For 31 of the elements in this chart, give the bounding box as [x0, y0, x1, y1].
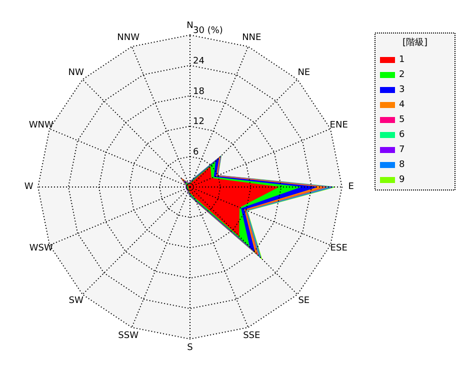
- spoke-label: WSW: [29, 244, 53, 254]
- legend-label: 7: [399, 145, 405, 155]
- y-tick-label: 30 (%): [193, 26, 223, 36]
- y-tick-label: 18: [193, 86, 205, 97]
- spoke-label: NW: [68, 68, 84, 78]
- legend-label: 2: [399, 70, 405, 80]
- spoke-label: NE: [298, 68, 310, 78]
- spoke-label: SSE: [243, 330, 261, 341]
- legend-label: 1: [399, 55, 405, 65]
- y-tick-label: 24: [193, 56, 205, 66]
- legend-label: 5: [399, 115, 405, 125]
- y-tick-label: 6: [193, 148, 199, 158]
- legend-label: 9: [399, 175, 405, 185]
- legend-label: 4: [399, 100, 405, 110]
- spoke-label: SW: [68, 296, 84, 306]
- legend-title: [階級]: [402, 37, 428, 48]
- y-tick-label: 12: [193, 117, 204, 128]
- spoke-label: W: [24, 182, 34, 192]
- spoke-label: E: [348, 182, 354, 192]
- legend-label: 3: [399, 85, 405, 95]
- spoke-label: NNE: [242, 33, 262, 44]
- legend-label: 6: [399, 130, 405, 140]
- spoke-label: S: [187, 343, 194, 354]
- spoke-label: SSW: [118, 330, 139, 341]
- spoke-label: N: [186, 20, 194, 31]
- spoke-label: WNW: [28, 120, 54, 130]
- spoke-label: ENE: [330, 120, 348, 130]
- legend-label: 8: [399, 160, 405, 170]
- spoke-label: ESE: [330, 244, 348, 254]
- spoke-label: NNW: [117, 33, 140, 44]
- spoke-label: SE: [298, 296, 310, 306]
